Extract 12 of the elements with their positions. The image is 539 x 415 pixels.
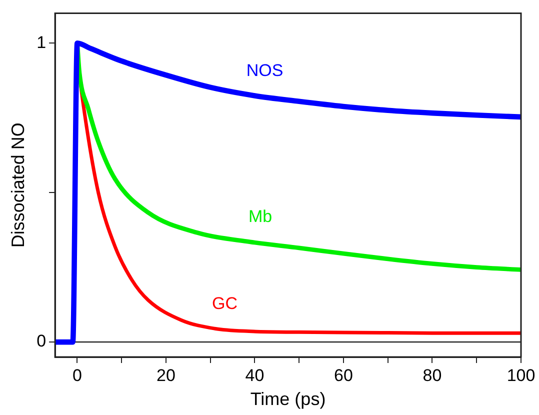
x-tick-label: 80 <box>422 366 442 385</box>
series-label: Mb <box>248 207 272 226</box>
series-label: GC <box>212 294 238 313</box>
x-axis-title: Time (ps) <box>250 389 326 410</box>
y-tick-label: 1 <box>36 32 46 52</box>
x-tick-label: 0 <box>72 366 82 385</box>
y-axis-title: Dissociated NO <box>8 122 28 248</box>
x-tick-label: 100 <box>506 366 536 385</box>
series-label: NOS <box>246 60 284 80</box>
x-tick-label: 60 <box>334 366 353 385</box>
x-tick-label: 40 <box>245 366 264 385</box>
x-tick-label: 20 <box>156 366 176 385</box>
